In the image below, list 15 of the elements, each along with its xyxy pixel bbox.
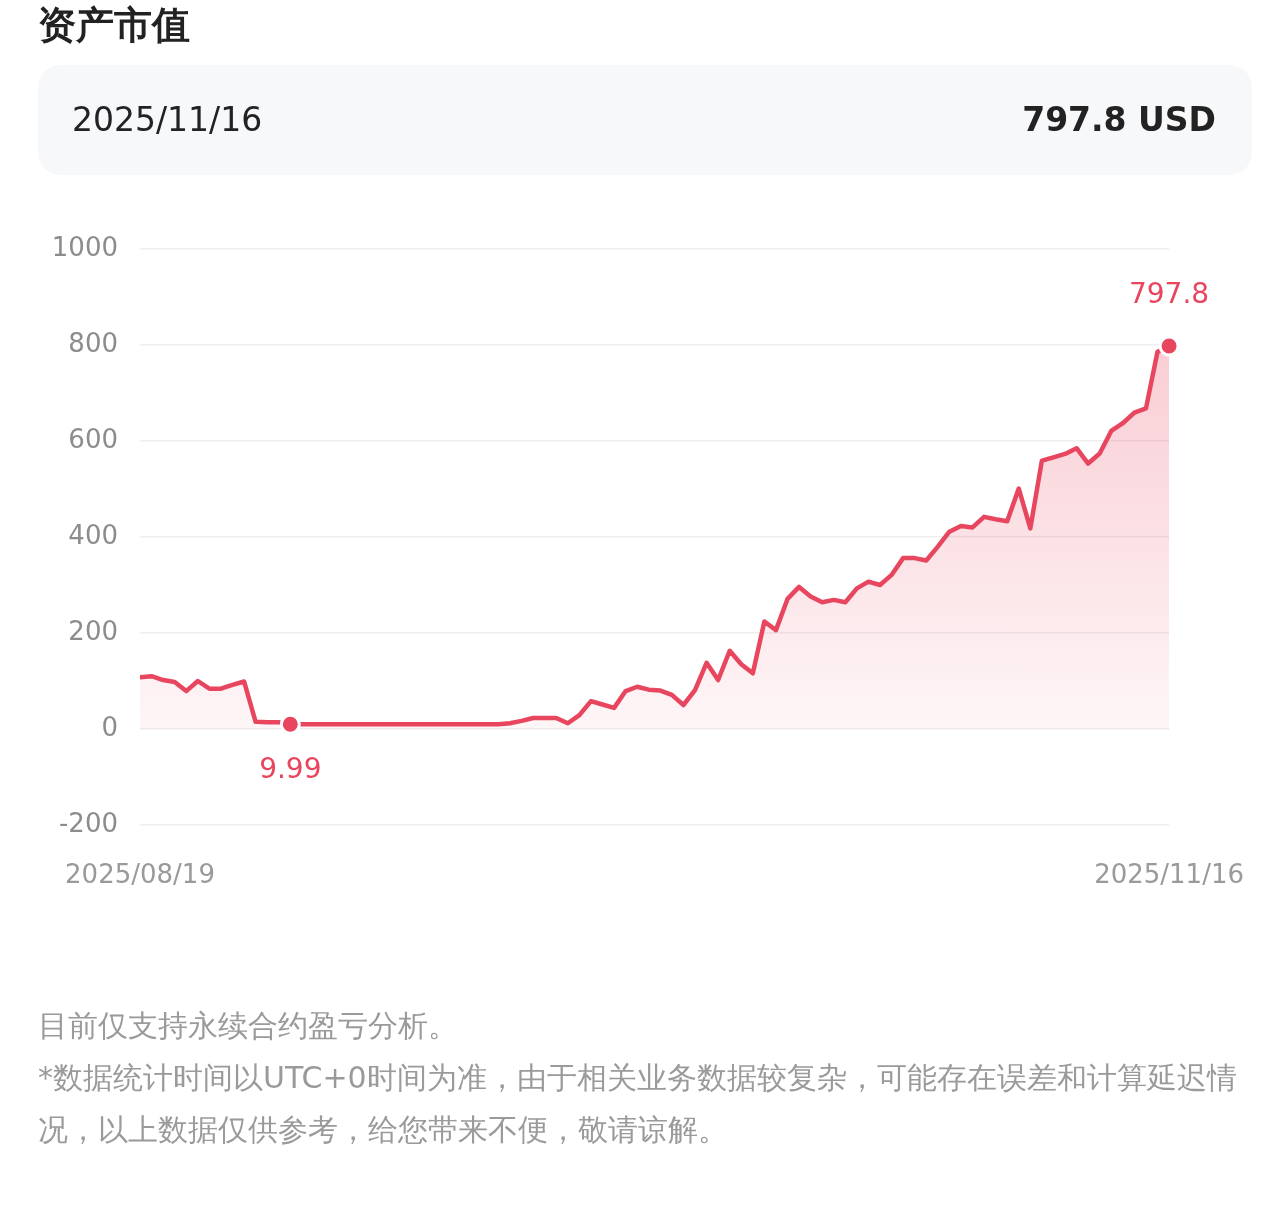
chart-subtitle: 2025/11/16 [72, 99, 263, 141]
y-tick-label: 1000 [51, 231, 118, 262]
y-tick-label: -200 [58, 807, 118, 838]
chart-title: 资产市值 [38, 2, 190, 48]
annotation: 9.99 [259, 752, 322, 786]
y-tick-label: 0 [101, 711, 118, 742]
text: 目前仅支持永续合约盈亏分析。 [38, 1007, 459, 1045]
y-tick-label: 400 [68, 519, 118, 550]
y-tick-label: 200 [68, 615, 118, 646]
y-tick-label: 800 [68, 327, 118, 358]
text: *数据统计时间以UTC+0时间为准，由于相关业务数据较复杂，可能存在误差和计算延迟情况，以上数据仅供参考，给您带来不便，敬请谅解。 [38, 1059, 1238, 1149]
y-tick-label: 600 [68, 423, 118, 454]
text: 797.8 USD [1022, 99, 1216, 141]
annotation: 797.8 [1128, 277, 1210, 311]
x-tick-label: 2025/08/19 [65, 859, 215, 890]
